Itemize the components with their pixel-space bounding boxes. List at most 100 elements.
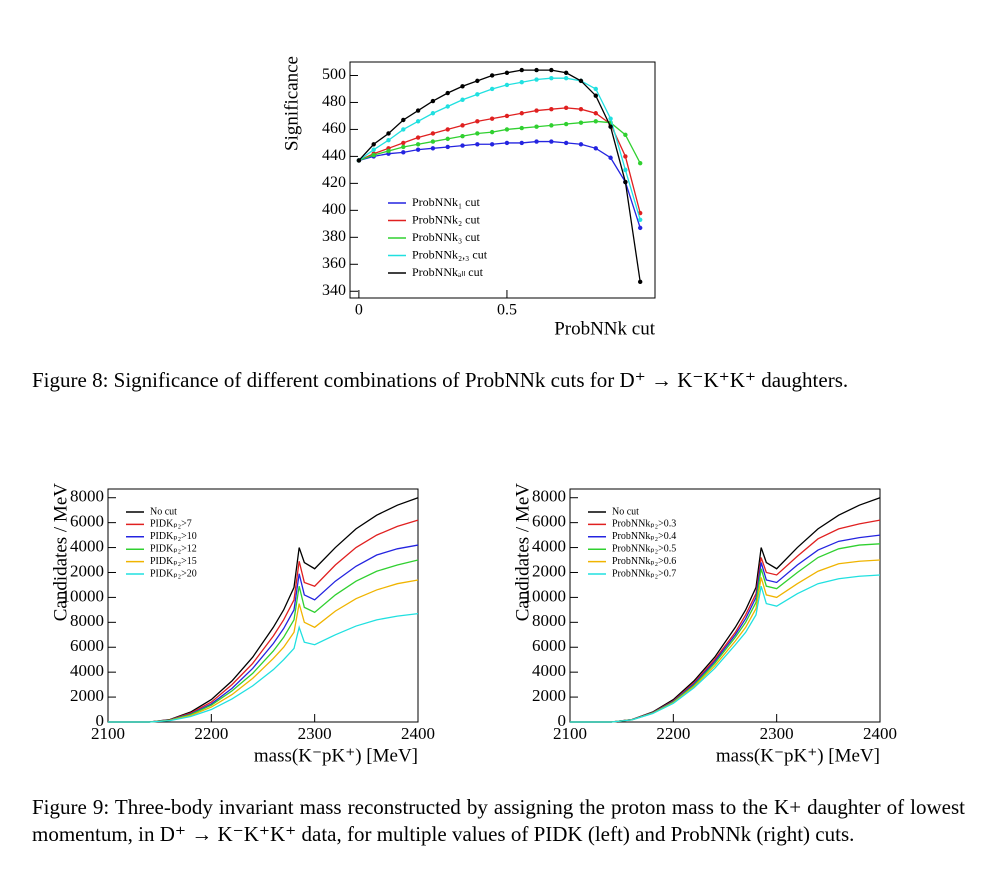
y-tick-label: 500 bbox=[322, 66, 346, 83]
x-tick-label: 2100 bbox=[553, 724, 587, 743]
y-axis-label: Candidates / MeV bbox=[50, 483, 71, 622]
data-point bbox=[534, 139, 539, 144]
x-tick-label: 2200 bbox=[656, 724, 690, 743]
data-line bbox=[108, 579, 419, 723]
data-point bbox=[504, 82, 510, 88]
data-point bbox=[386, 138, 391, 143]
data-point bbox=[593, 119, 598, 124]
y-tick-label: 0 bbox=[558, 711, 567, 730]
y-tick-label: 2000 bbox=[70, 561, 104, 580]
data-point bbox=[401, 150, 406, 155]
data-point bbox=[475, 92, 480, 97]
data-point bbox=[519, 80, 524, 85]
y-tick-label: 460 bbox=[322, 120, 346, 137]
data-point bbox=[371, 142, 376, 147]
data-point bbox=[578, 142, 584, 147]
data-point bbox=[637, 160, 643, 166]
data-point bbox=[637, 217, 643, 222]
data-point bbox=[549, 67, 554, 73]
data-point bbox=[401, 140, 406, 146]
data-line bbox=[358, 69, 641, 282]
data-point bbox=[401, 127, 406, 132]
x-tick-label: 2400 bbox=[401, 724, 435, 743]
y-tick-label: 8000 bbox=[532, 611, 566, 630]
data-point bbox=[519, 125, 524, 131]
data-line bbox=[358, 107, 641, 214]
data-point bbox=[371, 152, 376, 158]
x-tick-label: 2300 bbox=[760, 724, 794, 743]
data-point bbox=[445, 127, 450, 132]
data-point bbox=[623, 132, 628, 138]
data-line bbox=[570, 559, 881, 723]
data-point bbox=[460, 133, 465, 139]
data-point bbox=[563, 121, 569, 127]
data-point bbox=[475, 78, 480, 84]
y-tick-label: 6000 bbox=[532, 636, 566, 655]
y-tick-label: 4000 bbox=[532, 536, 566, 555]
legend-label: PIDKₚ₂>15 bbox=[150, 556, 197, 567]
y-tick-label: 0 bbox=[96, 711, 105, 730]
data-point bbox=[445, 136, 450, 142]
y-tick-label: 6000 bbox=[70, 636, 104, 655]
data-point bbox=[445, 104, 450, 109]
legend-label: PIDKₚ₂>12 bbox=[150, 543, 197, 554]
x-axis-label: mass(K⁻pK⁺) [MeV] bbox=[716, 745, 880, 766]
data-point bbox=[371, 147, 376, 152]
y-tick-label: 6000 bbox=[70, 512, 104, 531]
legend-label: ProbNNk₂ cut bbox=[412, 212, 481, 226]
data-point bbox=[593, 146, 598, 151]
legend-label: ProbNNkₚ₂>0.6 bbox=[612, 556, 676, 567]
data-point bbox=[519, 67, 524, 73]
data-point bbox=[460, 143, 465, 148]
data-point bbox=[445, 90, 450, 96]
data-point bbox=[460, 97, 465, 102]
data-point bbox=[415, 147, 421, 152]
data-point bbox=[489, 73, 495, 78]
data-point bbox=[415, 119, 421, 124]
x-axis-label: mass(K⁻pK⁺) [MeV] bbox=[254, 745, 418, 766]
data-point bbox=[460, 123, 465, 128]
data-line bbox=[570, 574, 881, 723]
y-tick-label: 440 bbox=[322, 147, 346, 164]
y-tick-label: 420 bbox=[322, 174, 346, 191]
y-tick-label: 4000 bbox=[70, 536, 104, 555]
data-point bbox=[534, 108, 539, 113]
x-tick-label: 2200 bbox=[194, 724, 228, 743]
data-line bbox=[108, 559, 419, 723]
data-point bbox=[430, 111, 436, 116]
data-point bbox=[549, 123, 554, 128]
data-point bbox=[534, 124, 539, 129]
data-point bbox=[356, 158, 362, 163]
data-point bbox=[489, 142, 495, 147]
data-point bbox=[475, 119, 480, 124]
legend-label: ProbNNk₁ cut bbox=[412, 195, 481, 209]
data-point bbox=[475, 142, 480, 147]
data-point bbox=[401, 117, 406, 123]
data-point bbox=[623, 167, 628, 173]
legend-label: No cut bbox=[612, 506, 639, 517]
x-tick-label: 0.5 bbox=[497, 302, 517, 319]
data-point bbox=[504, 70, 510, 75]
data-point bbox=[460, 84, 465, 89]
legend-label: PIDKₚ₂>7 bbox=[150, 519, 192, 530]
data-point bbox=[430, 139, 436, 144]
data-line bbox=[358, 77, 641, 220]
x-tick-label: 2300 bbox=[298, 724, 332, 743]
data-point bbox=[563, 75, 569, 81]
data-point bbox=[534, 67, 539, 73]
data-point bbox=[608, 124, 613, 129]
data-point bbox=[489, 129, 495, 135]
data-point bbox=[563, 105, 569, 111]
x-tick-label: 2100 bbox=[91, 724, 125, 743]
data-point bbox=[563, 140, 569, 146]
data-point bbox=[608, 116, 613, 121]
data-point bbox=[549, 139, 554, 144]
y-tick-label: 4000 bbox=[532, 661, 566, 680]
legend-label: PIDKₚ₂>10 bbox=[150, 531, 197, 542]
legend-label: PIDKₚ₂>20 bbox=[150, 568, 197, 579]
plot-frame bbox=[569, 488, 881, 723]
plot-frame bbox=[349, 61, 656, 299]
y-tick-label: 2000 bbox=[70, 686, 104, 705]
